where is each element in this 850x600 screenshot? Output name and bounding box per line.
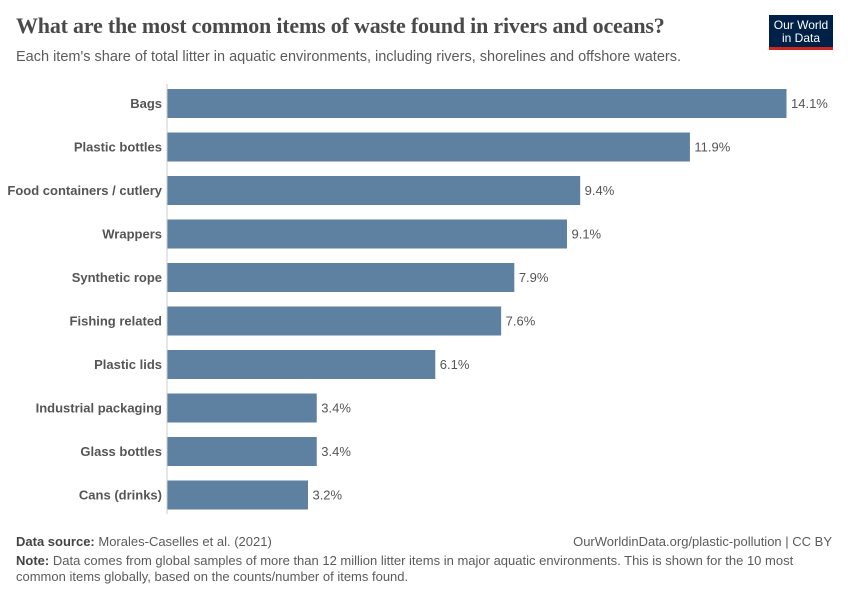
bar[interactable] bbox=[167, 176, 581, 205]
bar[interactable] bbox=[167, 480, 308, 510]
source-text[interactable]: Morales-Caselles et al. (2021) bbox=[98, 534, 272, 549]
bar[interactable] bbox=[167, 393, 317, 423]
value-label: 9.1% bbox=[571, 227, 601, 242]
value-label: 14.1% bbox=[791, 96, 828, 111]
value-label: 7.9% bbox=[519, 270, 549, 285]
category-label: Glass bottles bbox=[80, 444, 162, 459]
chart-title: What are the most common items of waste … bbox=[16, 13, 665, 38]
note-text: Data comes from global samples of more t… bbox=[16, 553, 794, 584]
chart-subtitle: Each item's share of total litter in aqu… bbox=[16, 49, 681, 65]
bar[interactable] bbox=[167, 132, 690, 162]
bar[interactable] bbox=[167, 219, 567, 249]
category-label: Cans (drinks) bbox=[79, 488, 162, 503]
category-label: Bags bbox=[130, 96, 162, 111]
value-label: 3.2% bbox=[312, 488, 342, 503]
value-label: 6.1% bbox=[440, 357, 470, 372]
bar[interactable] bbox=[167, 263, 515, 292]
note: Note: Data comes from global samples of … bbox=[16, 553, 816, 585]
value-label: 3.4% bbox=[321, 401, 351, 416]
bar[interactable] bbox=[167, 437, 317, 466]
category-label: Plastic bottles bbox=[74, 140, 162, 155]
category-label: Fishing related bbox=[70, 314, 163, 329]
data-source: Data source: Morales-Caselles et al. (20… bbox=[16, 534, 272, 549]
bar-chart: Bags 14.1% Plastic bottles 11.9% Food contai… bbox=[7, 84, 828, 514]
category-label: Synthetic rope bbox=[72, 270, 162, 285]
source-url[interactable]: OurWorldinData.org/plastic-pollution | C… bbox=[573, 534, 832, 549]
category-label: Food containers / cutlery bbox=[7, 183, 162, 198]
bar[interactable] bbox=[167, 306, 502, 336]
category-label: Wrappers bbox=[102, 227, 162, 242]
bar[interactable] bbox=[167, 350, 436, 379]
note-label: Note: bbox=[16, 553, 50, 568]
category-label: Plastic lids bbox=[94, 357, 162, 372]
source-label: Data source: bbox=[16, 534, 95, 549]
category-label: Industrial packaging bbox=[36, 401, 162, 416]
value-label: 3.4% bbox=[321, 444, 351, 459]
bar[interactable] bbox=[167, 89, 787, 118]
owid-logo[interactable]: Our World in Data bbox=[769, 15, 833, 50]
value-label: 9.4% bbox=[585, 183, 615, 198]
value-label: 11.9% bbox=[694, 140, 730, 155]
value-label: 7.6% bbox=[506, 314, 536, 329]
